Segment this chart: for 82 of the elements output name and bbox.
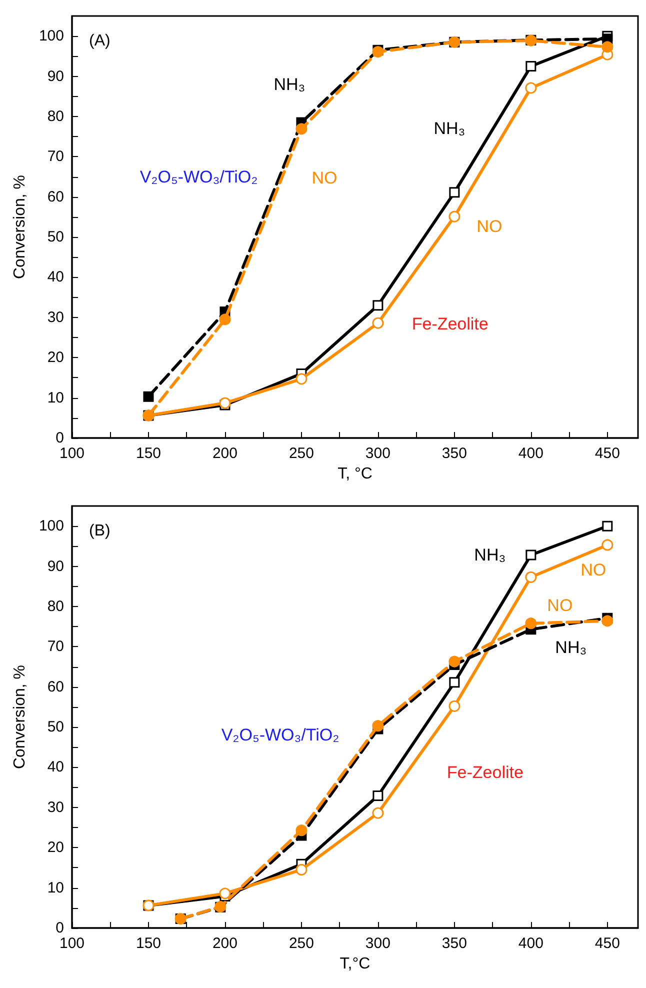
point bbox=[448, 210, 460, 222]
series-label: NH₃ bbox=[474, 546, 506, 565]
y-tick-label: 50 bbox=[47, 228, 64, 246]
x-tick-label: 200 bbox=[212, 935, 238, 952]
y-tick-label: 70 bbox=[47, 148, 64, 166]
point bbox=[602, 520, 613, 532]
point bbox=[372, 46, 384, 58]
y-axis-title: Conversion, % bbox=[12, 174, 29, 280]
x-axis-title: T, °C bbox=[338, 466, 372, 482]
y-tick-label: 10 bbox=[47, 389, 64, 406]
annotation: V₂O₅-WO₃/TiO₂ bbox=[140, 167, 258, 186]
point bbox=[526, 60, 536, 72]
y-tick-label: 100 bbox=[38, 518, 64, 535]
point bbox=[143, 391, 154, 402]
y-tick-label: 20 bbox=[47, 839, 64, 856]
x-tick-label: 350 bbox=[442, 935, 467, 952]
text: (B) bbox=[89, 522, 110, 540]
x-tick-label: 350 bbox=[442, 445, 467, 462]
y-tick-label: 80 bbox=[47, 108, 64, 125]
y-tick-label: 30 bbox=[47, 798, 64, 816]
y-tick-label: 70 bbox=[47, 638, 64, 656]
annotation: V₂O₅-WO₃/TiO₂ bbox=[221, 726, 340, 745]
point bbox=[296, 373, 308, 385]
point bbox=[296, 824, 308, 836]
x-tick-label: 400 bbox=[518, 445, 544, 462]
point bbox=[526, 550, 536, 560]
annotation: Fe-Zeolite bbox=[412, 314, 488, 334]
point bbox=[219, 397, 231, 409]
point bbox=[372, 300, 384, 311]
series-label: NH₃ bbox=[555, 638, 587, 657]
y-tick-label: 0 bbox=[56, 920, 64, 936]
x-tick-label: 300 bbox=[365, 935, 390, 952]
point bbox=[296, 123, 308, 135]
x-tick-label: 200 bbox=[212, 445, 238, 462]
y-axis-title: Conversion, % bbox=[12, 664, 29, 770]
point bbox=[372, 720, 384, 732]
point bbox=[602, 539, 614, 551]
point bbox=[449, 187, 460, 198]
point bbox=[525, 82, 537, 94]
y-tick-label: 0 bbox=[56, 430, 64, 446]
point bbox=[602, 41, 614, 53]
point bbox=[372, 317, 384, 329]
y-tick-label: 60 bbox=[47, 678, 64, 696]
series-label: NO bbox=[312, 168, 338, 188]
point bbox=[219, 314, 231, 326]
y-tick-label: 100 bbox=[38, 28, 64, 45]
y-tick-label: 10 bbox=[47, 879, 64, 896]
point bbox=[449, 677, 460, 688]
y-tick-label: 90 bbox=[47, 558, 64, 575]
x-tick-label: 250 bbox=[288, 445, 314, 462]
x-tick-label: 450 bbox=[594, 445, 620, 462]
x-tick-label: 400 bbox=[518, 935, 544, 952]
y-tick-label: 60 bbox=[47, 188, 64, 206]
annotation: Fe-Zeolite bbox=[446, 763, 524, 782]
x-tick-label: 450 bbox=[594, 935, 620, 952]
point bbox=[525, 618, 537, 630]
y-tick-label: 40 bbox=[47, 758, 64, 776]
y-tick-label: 50 bbox=[47, 718, 64, 736]
series-label: NO bbox=[476, 217, 502, 236]
x-tick-label: 300 bbox=[365, 445, 390, 462]
x-tick-label: 150 bbox=[136, 935, 161, 952]
series-label: NO bbox=[547, 596, 573, 615]
point bbox=[296, 864, 308, 876]
series-label: NH₃ bbox=[434, 118, 466, 138]
point bbox=[525, 571, 537, 583]
y-tick-label: 30 bbox=[47, 308, 64, 326]
y-tick-label: 20 bbox=[47, 349, 64, 366]
point bbox=[372, 790, 384, 802]
point bbox=[219, 888, 231, 900]
point bbox=[372, 807, 384, 819]
point bbox=[448, 700, 460, 712]
x-tick-label: 250 bbox=[288, 935, 314, 952]
y-tick-label: 40 bbox=[47, 268, 64, 286]
text: (A) bbox=[89, 32, 110, 50]
y-tick-label: 90 bbox=[47, 68, 64, 85]
series-label: NO bbox=[580, 560, 606, 580]
x-tick-label: 150 bbox=[136, 445, 161, 462]
point bbox=[602, 615, 614, 627]
series-label: NH₃ bbox=[274, 75, 306, 94]
x-axis-title: T,°C bbox=[340, 956, 370, 972]
point bbox=[448, 656, 460, 668]
y-tick-label: 80 bbox=[47, 598, 64, 615]
